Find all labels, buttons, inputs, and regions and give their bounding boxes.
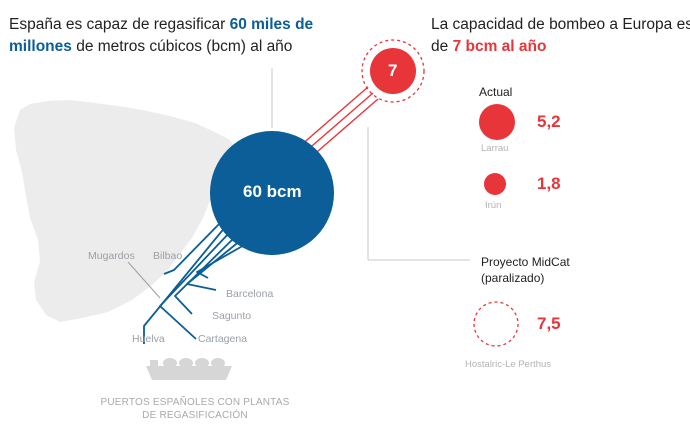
midcat-title: Proyecto MidCat (paralizado) [481, 254, 570, 286]
export-pipes [299, 86, 379, 159]
main-circle-label: 60 bcm [243, 182, 302, 201]
left-header-text-end: de metros cúbicos (bcm) al año [71, 38, 293, 55]
port-bilbao: Bilbao [153, 250, 183, 262]
right-header-prefix: de [431, 38, 453, 55]
midcat-title-line1: Proyecto MidCat [481, 255, 570, 269]
midcat-title-line2: (paralizado) [481, 271, 545, 285]
export-circle-label: 7 [388, 61, 398, 80]
map-caption: PUERTOS ESPAÑOLES CON PLANTAS DE REGASIF… [95, 396, 295, 422]
caption-line1: PUERTOS ESPAÑOLES CON PLANTAS [100, 397, 290, 408]
port-mugardos: Mugardos [88, 250, 135, 262]
port-huelva: Huelva [132, 333, 165, 345]
lng-tanker-icon [146, 358, 232, 380]
midcat-label: Hostalric-Le Perthus [465, 359, 552, 370]
regasification-circle [210, 131, 334, 255]
right-header-highlight: 7 bcm al año [452, 38, 547, 55]
actual-title: Actual [479, 85, 513, 99]
port-barcelona: Barcelona [226, 288, 274, 300]
larrau-circle [479, 104, 515, 140]
left-header-text: España es capaz de regasificar [9, 16, 230, 33]
export-capacity-circle [370, 48, 416, 94]
irun-label: Irún [485, 200, 502, 211]
larrau-value: 5,2 [537, 112, 561, 131]
midcat-value: 7,5 [537, 314, 561, 333]
midcat-circle [473, 301, 519, 347]
right-header-line1: La capacidad de bombeo a Europa es [431, 16, 690, 33]
port-sagunto: Sagunto [212, 310, 252, 322]
larrau-label: Larrau [481, 143, 509, 154]
spain-map [14, 100, 238, 322]
left-header-highlight-a: 60 miles de [229, 16, 314, 33]
caption-line2: DE REGASIFICACIÓN [142, 410, 248, 421]
right-header: La capacidad de bombeo a Europa es de 7 … [431, 14, 690, 58]
irun-circle [484, 173, 506, 195]
port-cartagena: Cartagena [198, 333, 248, 345]
irun-value: 1,8 [537, 174, 561, 193]
left-header: España es capaz de regasificar 60 miles … [9, 14, 313, 58]
mugardos-leader [127, 261, 161, 299]
left-header-highlight-b: millones [9, 38, 72, 55]
export-capacity-ring [361, 39, 425, 103]
guide-lines [271, 68, 470, 261]
port-pipes [143, 220, 247, 344]
